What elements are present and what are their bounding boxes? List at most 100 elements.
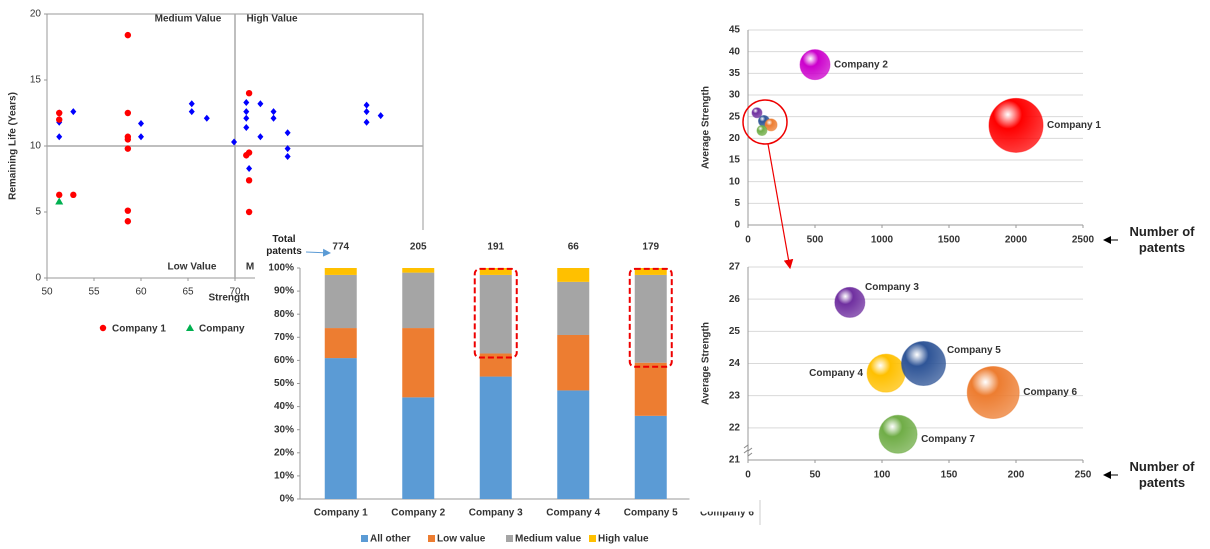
y-tick-label: 22 [729,422,741,433]
y-tick-label: 10 [729,176,741,187]
point [138,133,144,141]
bar-segment [479,376,512,499]
point [243,124,250,132]
y-tick-label: 30% [274,424,294,435]
y-tick-label: 24 [729,358,741,369]
x-tick-label: Company 2 [391,508,445,519]
x-tick-label: 50 [41,287,53,298]
legend-swatch [361,535,368,542]
y-tick-label: 45 [729,25,741,36]
bubble-label: Company 7 [921,434,975,445]
quadrant-label: High Value [246,14,298,25]
bar-segment [402,272,435,329]
legend-swatch [428,535,435,542]
point [124,109,132,117]
x-tick-label: Company 3 [469,508,523,519]
quadrant-label: Low Value [168,262,217,273]
bar-segment [324,358,357,499]
y-axis-label: Remaining Life (Years) [8,92,19,200]
point [56,133,63,141]
point [270,108,277,116]
x-tick-label: Company 1 [314,508,368,519]
bar-segment [324,274,357,329]
point [70,108,77,116]
y-tick-label: 27 [729,262,741,273]
y-axis-label: Average Strength [701,86,712,169]
y-tick-label: 15 [729,155,741,166]
point [245,177,253,184]
y-tick-label: 90% [274,286,294,297]
bar-segment [324,268,357,275]
point [245,90,253,97]
x-tick-label: 1500 [938,235,961,246]
point [203,114,210,122]
bar-segment [402,328,435,398]
x-tick-label: 250 [1075,470,1092,481]
y-tick-label: 10% [274,471,294,482]
point [243,152,250,159]
bar-segment [557,334,590,391]
point [56,109,63,117]
y-tick-label: 100% [268,263,294,274]
point [124,31,132,39]
point [243,98,250,106]
point [124,136,132,143]
bubble [988,97,1044,153]
bubble [866,353,906,393]
point [363,101,370,109]
x-tick-label: 50 [809,470,821,481]
bubble [901,341,947,386]
bubble [834,286,866,318]
callout-circle [742,99,788,145]
point [70,191,77,199]
point [245,208,253,216]
bar-segment [634,362,667,416]
point [284,129,291,137]
legend-swatch [506,535,513,542]
y-tick-label: 26 [729,294,741,305]
totals-label: Total patents [266,234,302,257]
legend-label: All other [370,534,411,545]
point [124,145,132,152]
y-tick-label: 0 [734,220,740,231]
overflow-label: Company 6 [700,508,754,519]
point [231,138,238,146]
callout-arrow [767,143,794,270]
y-tick-label: 40 [729,46,741,57]
x-tick-label: 60 [135,287,147,298]
y-tick-label: 60% [274,355,294,366]
y-tick-label: 5 [35,207,41,218]
bubble-label: Company 5 [947,345,1001,356]
y-axis-label: Average Strength [701,322,712,405]
x-tick-label: 65 [182,287,194,298]
total-label: 66 [568,242,580,253]
point [188,108,195,116]
bar-segment [634,415,667,499]
x-tick-label: 100 [874,470,891,481]
bubble [764,118,778,132]
total-label: 179 [642,242,659,253]
point [257,133,264,141]
bar-segment [557,281,590,335]
bar-segment [634,274,667,363]
point [284,145,291,153]
bar-segment [479,353,512,377]
y-tick-label: 80% [274,309,294,320]
x-axis-label: Strength [208,293,249,304]
y-tick-label: 0% [280,494,295,505]
bubble [751,107,763,119]
axis-break [743,444,753,457]
x-tick-label: 200 [1008,470,1025,481]
totals-arrow [305,248,331,257]
y-tick-label: 20 [30,9,42,20]
x-axis-label: Number of patents [1129,224,1195,255]
y-tick-label: 15 [30,75,42,86]
y-tick-label: 10 [30,141,42,152]
y-tick-label: 20 [729,133,741,144]
point [257,100,264,108]
bubble [966,365,1020,419]
point [56,191,63,199]
quadrant-label: M [246,262,254,273]
legend-label: Low value [437,534,486,545]
